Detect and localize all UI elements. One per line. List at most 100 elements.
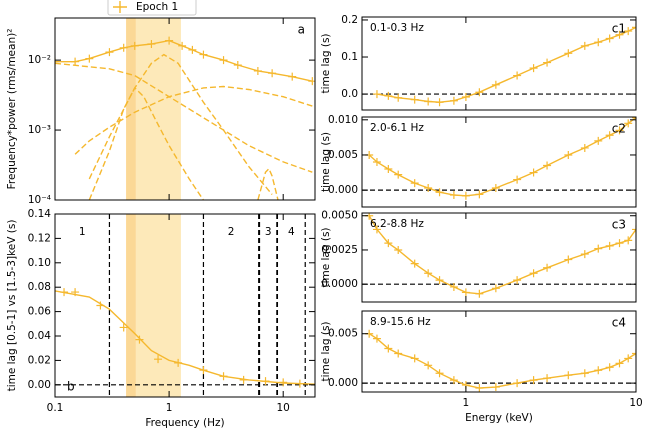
y-tick-label: 0.00 — [28, 379, 51, 391]
data-point — [543, 58, 552, 67]
data-point — [615, 30, 624, 39]
model-line — [376, 26, 636, 103]
plot-area — [55, 18, 315, 200]
region-label: 1 — [79, 226, 86, 238]
data-point — [615, 359, 624, 368]
panel-label: a — [298, 23, 305, 37]
data-point — [529, 376, 538, 385]
data-point — [410, 95, 419, 104]
data-point — [135, 335, 144, 344]
data-point — [130, 41, 139, 50]
data-point — [605, 241, 614, 250]
model-line — [55, 39, 313, 82]
data-point — [513, 276, 522, 285]
model-line — [368, 333, 636, 389]
axes-frame — [54, 213, 316, 398]
y-tick-label: 0.000 — [328, 377, 358, 389]
data-point — [580, 250, 589, 259]
y-tick-label: 0.06 — [28, 306, 52, 318]
plot-area — [362, 117, 636, 200]
data-point — [394, 245, 403, 254]
data-point — [632, 225, 636, 234]
y-axis-label: Frequency*power (rms/mean)² — [6, 29, 18, 190]
plot-area — [362, 23, 636, 107]
data-point — [424, 184, 433, 193]
data-point — [410, 179, 419, 188]
model-component — [88, 53, 273, 195]
data-point — [580, 143, 589, 152]
data-point — [605, 34, 614, 43]
data-point — [268, 69, 277, 78]
data-point — [165, 36, 174, 45]
data-point — [394, 170, 403, 179]
x-tick-label: 1 — [166, 402, 173, 414]
data-point — [384, 239, 393, 248]
legend-marker — [113, 1, 127, 13]
data-point — [188, 45, 197, 54]
data-point — [372, 158, 381, 166]
data-point — [513, 379, 522, 388]
data-point — [491, 284, 500, 293]
data-point — [435, 98, 444, 107]
data-point — [410, 259, 419, 268]
data-point — [491, 184, 500, 193]
data-point — [461, 288, 470, 297]
band — [126, 214, 136, 397]
model-line — [55, 290, 315, 385]
data-point — [513, 175, 522, 184]
data-point — [624, 119, 633, 128]
data-point — [475, 190, 484, 199]
data-point — [594, 366, 603, 375]
panel-label: c4 — [612, 316, 626, 330]
data-point — [384, 344, 393, 353]
data-point — [449, 376, 458, 385]
data-point — [424, 269, 433, 278]
panel-annotation: 6.2-8.8 Hz — [370, 218, 424, 230]
data-point — [513, 71, 522, 80]
data-point — [475, 384, 484, 392]
region-label: 4 — [288, 226, 295, 238]
data-point — [529, 64, 538, 73]
data-point — [55, 57, 59, 66]
data-point — [449, 96, 458, 105]
model-component — [257, 167, 279, 200]
y-axis-label: time lag (s) — [320, 132, 332, 192]
data-point — [580, 41, 589, 50]
y-tick-label: 0.02 — [28, 354, 51, 366]
data-point — [199, 50, 208, 59]
panel-label: c3 — [612, 218, 626, 232]
data-point — [594, 244, 603, 253]
data-point — [594, 38, 603, 47]
data-point — [394, 349, 403, 358]
axes-frame — [361, 212, 637, 303]
data-point — [71, 57, 80, 66]
y-tick-label: 10⁻² — [28, 54, 51, 66]
y-tick-label: 0.14 — [28, 208, 52, 220]
data-point — [105, 48, 114, 57]
y-tick-label: 10⁻³ — [28, 124, 51, 136]
data-point — [154, 355, 163, 364]
data-point — [564, 150, 573, 159]
y-tick-label: 0.005 — [328, 149, 358, 161]
data-point — [424, 97, 433, 106]
panel-annotation: 0.1-0.3 Hz — [370, 22, 424, 34]
model-component — [88, 86, 204, 200]
data-point — [491, 383, 500, 392]
y-tick-label: 0.0050 — [321, 210, 358, 222]
data-point — [372, 334, 381, 343]
panel-label: c2 — [612, 122, 626, 136]
panel-annotation: 2.0-6.1 Hz — [370, 122, 424, 134]
data-point — [394, 93, 403, 102]
data-point — [615, 239, 624, 248]
data-point — [410, 354, 419, 363]
data-point — [119, 43, 128, 52]
data-point — [449, 191, 458, 200]
data-point — [119, 323, 128, 332]
panel-label: b — [67, 380, 75, 394]
data-point — [564, 255, 573, 264]
y-axis-label: time lag (s) — [320, 227, 332, 287]
y-tick-label: 0.0025 — [321, 244, 358, 256]
data-point — [233, 61, 242, 70]
x-tick-label: 10 — [277, 402, 290, 414]
x-axis-label: Energy (keV) — [465, 412, 533, 424]
